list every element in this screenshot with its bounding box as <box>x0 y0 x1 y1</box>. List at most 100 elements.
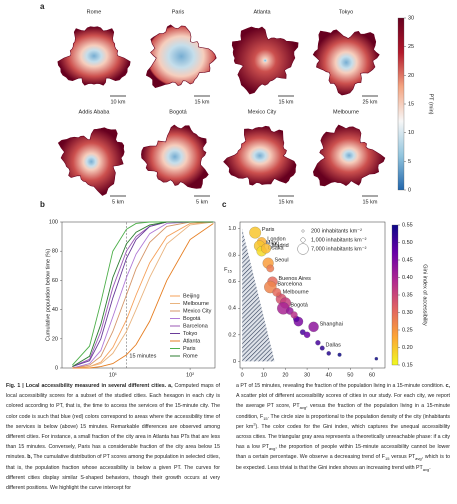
city-label: Seoul <box>275 258 289 264</box>
city-point <box>303 331 311 339</box>
city-label: Shanghai <box>320 321 343 327</box>
city-label: Paris <box>262 227 275 233</box>
caption-left: Fig. 1 | Local accessibility measured in… <box>6 381 220 493</box>
caption-text: , versus the fraction of the population … <box>236 403 450 420</box>
scale-label: 15 km <box>363 199 378 205</box>
panel-label: c <box>222 200 227 209</box>
city-map <box>312 124 386 187</box>
legend-label: Rome <box>183 353 198 359</box>
x-tick-label: 20 <box>282 372 288 378</box>
y-axis-label: Cumulative population below time (%) <box>45 249 51 341</box>
caption-text: A scatter plot of different accessibilit… <box>236 393 450 410</box>
colorbar-tick-label: 25 <box>408 44 414 50</box>
caption-title: Fig. 1 | Local accessibility measured in… <box>6 383 167 389</box>
plot-frame <box>239 221 386 369</box>
city-point <box>308 321 319 333</box>
city-name: Atlanta <box>253 9 271 15</box>
colorbar-tick-label: 0.55 <box>402 222 413 228</box>
colorbar-tick-label: 0.15 <box>402 362 413 368</box>
colorbar-tick-label: 0.35 <box>402 292 413 298</box>
y-tick-label: 1.0 <box>228 226 236 232</box>
caption-text: Computed maps of local accessibility sco… <box>6 383 220 461</box>
city-label: Melbourne <box>283 289 309 295</box>
colorbar <box>391 224 399 366</box>
legend-label: Tokyo <box>183 331 197 337</box>
caption-text: The cumulative distribution of PT scores… <box>6 454 221 492</box>
y-tick-label: 0.4 <box>228 306 236 312</box>
city-point <box>249 226 262 239</box>
city-label: Osaka <box>268 246 285 252</box>
legend-label: Beijing <box>183 293 200 299</box>
caption-sub: avg <box>422 466 430 472</box>
size-legend-circle <box>301 229 305 233</box>
y-tick-label: 60 <box>52 278 58 284</box>
caption-text: . <box>429 464 431 471</box>
city-point <box>374 357 379 361</box>
colorbar-tick-label: 5 <box>408 159 411 165</box>
city-map <box>141 124 209 189</box>
city-name: Tokyo <box>339 9 353 15</box>
caption-sub: avg <box>415 456 422 462</box>
y-tick-label: 0.6 <box>228 279 236 285</box>
caption-letter: b, <box>25 454 32 461</box>
x-tick-label: 60 <box>369 372 375 378</box>
city-map <box>57 26 131 86</box>
city-map <box>57 127 125 196</box>
city-label: Bogotá <box>290 303 308 309</box>
size-legend-label: 7,000 inhabitants km⁻² <box>311 246 367 252</box>
reference-label: 15 minutes <box>129 353 156 359</box>
x-tick-label: 50 <box>347 372 353 378</box>
scale-label: 5 km <box>196 199 208 205</box>
scale-label: 15 km <box>279 199 294 205</box>
caption-text: ). The color codes for the Gini index, w… <box>236 423 451 451</box>
legend-label: Atlanta <box>183 338 201 344</box>
colorbar <box>397 17 405 191</box>
legend-label: Melbourne <box>183 301 209 307</box>
city-name: Paris <box>172 9 185 15</box>
colorbar-tick-label: 0.25 <box>402 327 413 333</box>
y-tick-label: 80 <box>52 249 58 255</box>
series-line <box>72 221 214 367</box>
city-point <box>299 329 306 335</box>
city-label: Buenos Aires <box>279 276 312 282</box>
colorbar-tick-label: 20 <box>408 73 414 79</box>
x-tick-label: 0 <box>241 372 244 378</box>
y-tick-label: 0 <box>55 365 58 371</box>
y-axis-label-part: F <box>224 267 228 273</box>
scale-label: 10 km <box>111 99 126 105</box>
city-map <box>312 29 380 96</box>
caption-text: , the proportion of people within 15-min… <box>236 444 450 461</box>
city-name: Addis Ababa <box>79 109 111 115</box>
series-line <box>72 223 214 369</box>
y-tick-label: 100 <box>49 219 58 225</box>
caption-sub: 15 <box>263 415 268 421</box>
city-point <box>266 264 275 273</box>
y-tick-label: 0.2 <box>228 332 236 338</box>
caption-letter: c, <box>444 383 450 389</box>
city-point <box>261 243 271 254</box>
city-name: Melbourne <box>333 109 359 115</box>
caption-sup: 2 <box>253 421 256 427</box>
colorbar-tick-label: 0.50 <box>402 240 413 246</box>
legend-label: Bogotá <box>183 316 201 322</box>
city-label: London <box>267 236 285 242</box>
colorbar-tick-label: 0.40 <box>402 275 413 281</box>
plot-frame <box>61 221 216 369</box>
series-line <box>72 221 214 369</box>
city-map <box>223 125 297 186</box>
x-tick-label: 10¹ <box>109 372 117 378</box>
scale-label: 5 km <box>112 199 124 205</box>
colorbar-label: Gini index of accessibility <box>422 264 428 326</box>
city-label: Barcelona <box>277 281 303 287</box>
legend-label: Paris <box>183 346 196 352</box>
colorbar-tick-label: 0.30 <box>402 310 413 316</box>
city-point <box>337 352 342 357</box>
colorbar-tick-label: 0.45 <box>402 257 413 263</box>
caption-letter: a, <box>166 383 173 389</box>
series-line <box>72 221 214 369</box>
colorbar-tick-label: 10 <box>408 130 414 136</box>
series-line <box>72 221 214 369</box>
caption-sub: avg <box>268 446 276 452</box>
figure: a Rome 10 km Paris 15 km Atlanta 15 km Tokyo 25 … <box>40 2 434 378</box>
city-name: Mexico City <box>248 109 277 115</box>
